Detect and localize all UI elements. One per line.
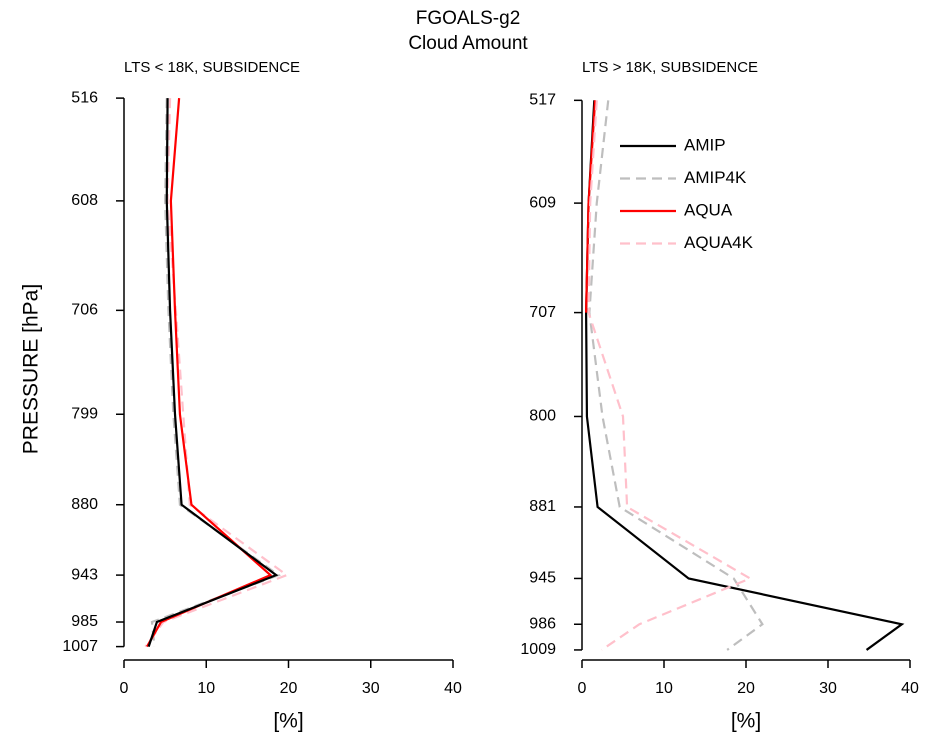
x-tick-label: 40 (901, 680, 919, 697)
series-line (147, 98, 279, 647)
legend-label: AMIP (684, 135, 726, 154)
x-tick-label: 0 (120, 680, 129, 697)
series-line (150, 98, 281, 647)
legend-label: AQUA4K (684, 233, 754, 252)
y-axis-label: PRESSURE [hPa] (20, 284, 43, 454)
y-tick-label: 706 (71, 302, 98, 319)
y-tick-label: 800 (529, 408, 556, 425)
figure-title: Cloud Amount (408, 33, 528, 54)
x-tick-label: 30 (819, 680, 837, 697)
figure-title: FGOALS-g2 (416, 8, 521, 29)
y-tick-label: 608 (71, 192, 98, 209)
legend-label: AQUA (684, 200, 733, 219)
y-tick-label: 881 (529, 498, 556, 515)
y-tick-label: 943 (71, 566, 98, 583)
y-tick-label: 986 (529, 615, 556, 632)
series-line (585, 100, 597, 313)
y-tick-label: 1009 (520, 641, 556, 658)
x-tick-label: 40 (444, 680, 462, 697)
x-tick-label: 20 (280, 680, 298, 697)
y-tick-label: 516 (71, 89, 98, 106)
x-axis-label: [%] (273, 710, 303, 733)
x-tick-label: 10 (655, 680, 673, 697)
y-tick-label: 799 (71, 405, 98, 422)
panel-subtitle: LTS > 18K, SUBSIDENCE (582, 59, 758, 76)
series-line (588, 100, 764, 651)
x-tick-label: 20 (737, 680, 755, 697)
y-tick-label: 945 (529, 570, 556, 587)
y-tick-label: 707 (529, 304, 556, 321)
y-tick-label: 517 (529, 92, 556, 109)
x-tick-label: 30 (362, 680, 380, 697)
series-line (587, 100, 753, 651)
legend-label: AMIP4K (684, 168, 747, 187)
y-tick-label: 609 (529, 194, 556, 211)
panel-subtitle: LTS < 18K, SUBSIDENCE (124, 59, 300, 76)
x-axis-label: [%] (731, 710, 761, 733)
x-tick-label: 10 (197, 680, 215, 697)
x-tick-label: 0 (578, 680, 587, 697)
y-tick-label: 880 (71, 496, 98, 513)
y-tick-label: 985 (71, 613, 98, 630)
y-tick-label: 1007 (62, 638, 98, 655)
series-line (144, 98, 290, 648)
